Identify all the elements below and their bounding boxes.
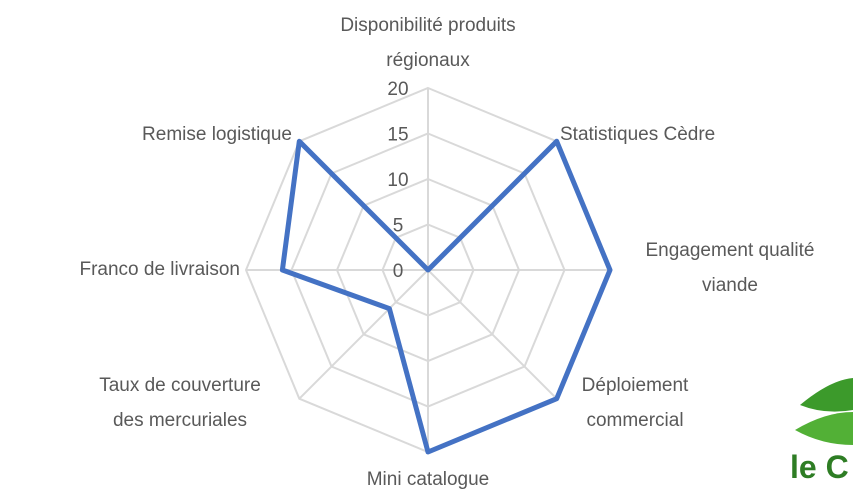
y-tick-label: 20 — [387, 79, 408, 100]
axis-label: Disponibilité produits régionaux — [340, 15, 516, 71]
y-tick-label: 0 — [393, 261, 404, 282]
axis-label: Franco de livraison — [79, 259, 240, 280]
series-line — [279, 138, 613, 455]
logo-leaves — [795, 378, 853, 445]
grid-spoke — [427, 269, 558, 400]
logo: le C — [790, 449, 849, 485]
y-tick-label: 10 — [387, 170, 408, 191]
grid-spoke — [298, 269, 429, 400]
axis-label: Déploiement commercial — [581, 375, 689, 431]
axis-label: Statistiques Cèdre — [560, 124, 716, 145]
axis-label: Engagement qualité viande — [645, 240, 815, 296]
axis-label: Taux de couverture des mercuriales — [99, 375, 261, 431]
axis-label: Remise logistique — [142, 124, 292, 145]
axis-label: Mini catalogue — [366, 469, 490, 490]
y-tick-label: 15 — [387, 125, 408, 146]
y-tick-label: 5 — [393, 216, 404, 237]
